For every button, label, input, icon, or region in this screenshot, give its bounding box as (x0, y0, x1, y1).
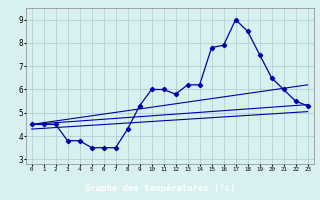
Text: Graphe des températures (°c): Graphe des températures (°c) (85, 184, 235, 193)
